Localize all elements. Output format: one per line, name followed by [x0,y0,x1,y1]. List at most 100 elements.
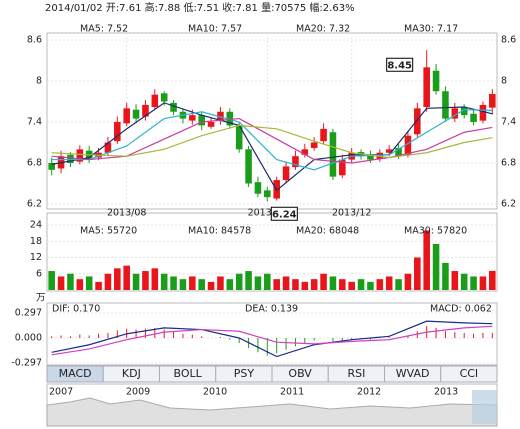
volume-bar [217,276,224,290]
y-tick-label-right: 6.2 [501,199,516,210]
volume-bar [132,273,140,290]
candle-body [432,70,440,92]
x-tick-label: 2013/08 [107,208,146,219]
candle-body [151,94,159,107]
candle-body [198,115,205,126]
candle-body [329,132,337,177]
y-tick-label: 8 [36,76,42,87]
volume-bar [320,273,327,290]
header: 2014/01/02 开:7.61 高:7.88 低:7.51 收:7.81 量… [45,1,355,14]
tab-label[interactable]: BOLL [173,367,202,380]
candle-body [76,149,84,162]
ma-line [51,109,493,171]
volume-bar [76,279,84,290]
volume-bar [414,257,421,290]
tab-label[interactable]: PSY [234,367,255,380]
macd-frame [46,302,498,366]
y-tick-label: 18 [30,236,42,247]
ma-label: MA10: 7.57 [188,24,242,35]
tab-label[interactable]: WVAD [396,367,430,380]
candle-body [414,108,421,135]
candle-body [207,122,215,127]
candle-body [217,111,224,121]
y-tick-label: -0.297 [11,358,42,369]
volume-bar [160,273,168,290]
candle-body [114,122,121,142]
volume-unit: 万 [36,293,46,304]
volume-bar [67,273,74,290]
volume-bar [451,271,459,290]
y-tick-label: 6.8 [27,158,42,169]
candle-body [479,104,487,121]
volume-bar [367,281,374,290]
candle-body [142,104,149,117]
volume-bar [189,276,196,290]
volume-bar [442,262,449,290]
volume-ma-label: MA10: 84578 [188,226,251,237]
x-tick-label: 2013/11 [248,208,287,219]
year-label: 2010 [203,387,227,398]
y-tick-label: 6 [36,268,42,279]
ma-label: MA30: 7.17 [404,24,458,35]
volume-bar [142,271,149,290]
tab-label[interactable]: OBV [288,367,312,380]
ma-line [51,124,493,159]
tab-label[interactable]: KDJ [122,367,141,380]
year-label: 2011 [280,387,304,398]
navigator-window [472,390,497,424]
y-tick-label-right: 7.4 [501,117,516,128]
candle-body [367,154,374,160]
volume-bar [198,279,205,290]
volume-bar [179,279,187,290]
dea-label: DEA: 0.139 [245,304,298,315]
volume-bar [95,281,102,290]
annotation-box [270,206,298,221]
candle-body [235,125,243,150]
year-label: 2007 [49,387,73,398]
volume-bar [339,279,346,290]
volume-ma-label: MA30: 57820 [404,226,467,237]
candle-body [470,113,477,122]
candle-body [442,91,449,119]
volume-bar [226,279,234,290]
y-tick-label: 7.4 [27,117,42,128]
candle-body [189,115,196,121]
volume-bar [489,270,496,290]
y-tick-label: 0.000 [15,333,42,344]
volume-bar [348,281,355,290]
candle-body [160,93,168,102]
volume-bar [57,276,65,290]
tab-label[interactable]: CCI [460,367,479,380]
volume-bar [235,273,243,290]
y-tick-label: 6.2 [27,199,42,210]
candle-body [104,142,112,153]
volume-bar [207,281,215,290]
y-tick-label-right: 6.8 [501,158,516,169]
candle-body [123,108,130,124]
candle-body [132,109,140,119]
volume-bar [85,276,93,290]
candle-body [292,156,299,168]
volume-bar [123,265,130,290]
volume-bar [479,276,487,290]
dif-line [51,320,493,358]
volume-bar [432,243,440,290]
candle-body [310,142,318,148]
y-tick-label-right: 8.6 [501,35,516,46]
year-label: 2009 [126,387,150,398]
dif-label: DIF: 0.170 [52,304,100,315]
volume-bar [170,276,177,290]
tab-label[interactable]: RSI [347,367,365,380]
tab[interactable] [440,365,498,383]
ma-label: MA5: 7.52 [80,24,128,35]
annotation-label: 8.45 [387,60,412,71]
volume-bar [470,276,477,290]
candle-body [395,147,402,157]
volume-bar [357,279,365,290]
volume-bar [245,271,252,290]
candle-body [264,190,271,198]
ma-label: MA20: 7.32 [296,24,350,35]
volume-bar [404,273,412,290]
tab-label[interactable]: MACD [59,367,92,380]
volume-bar [254,276,262,290]
